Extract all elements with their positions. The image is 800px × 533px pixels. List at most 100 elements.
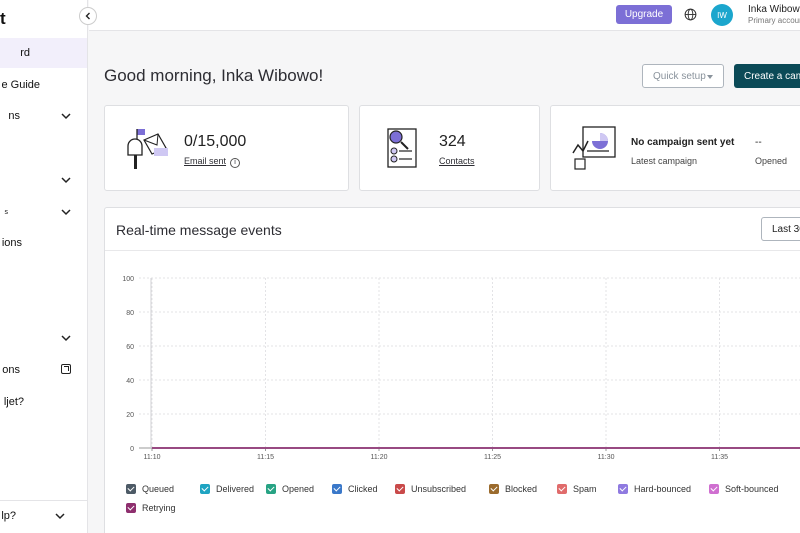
chevron-down-icon <box>61 177 71 184</box>
sidebar-item-label: e Guide <box>1 79 40 91</box>
info-icon[interactable]: i <box>230 158 241 168</box>
sidebar-item-help[interactable]: lp? <box>0 501 87 531</box>
y-tick-label: 80 <box>126 310 134 317</box>
legend-item-soft-bounced[interactable]: Soft-bounced <box>709 484 779 494</box>
checkbox[interactable] <box>126 503 136 513</box>
chevron-down-icon <box>55 513 65 520</box>
divider <box>105 250 800 251</box>
emails-sent-value: 0/15,000 <box>184 133 247 150</box>
time-range-button[interactable]: Last 30 <box>761 217 800 241</box>
checkbox[interactable] <box>200 484 210 494</box>
opened-label: Opened <box>755 156 788 166</box>
x-tick-label: 11:20 <box>371 454 388 461</box>
campaign-subtitle: Latest campaign <box>631 156 698 166</box>
x-tick-label: 11:35 <box>711 454 728 461</box>
legend-label: Retrying <box>142 503 176 513</box>
x-tick-label: 11:15 <box>257 454 274 461</box>
legend-label: Unsubscribed <box>411 484 467 494</box>
sidebar-item-contacts[interactable] <box>0 165 87 195</box>
chevron-down-icon <box>61 209 71 216</box>
y-tick-label: 20 <box>126 412 134 419</box>
legend-label: Hard-bounced <box>634 484 692 494</box>
legend-item-clicked[interactable]: Clicked <box>332 484 378 494</box>
divider <box>0 500 87 501</box>
page-title: Good morning, Inka Wibowo! <box>104 66 324 85</box>
create-campaign-button[interactable]: Create a campaign <box>734 64 800 88</box>
contacts-link[interactable]: Contacts <box>439 156 475 166</box>
legend-item-hard-bounced[interactable]: Hard-bounced <box>618 484 691 494</box>
legend-item-retrying[interactable]: Retrying <box>126 503 176 513</box>
y-tick-label: 40 <box>126 378 134 385</box>
y-tick-label: 0 <box>130 446 134 453</box>
legend-item-opened[interactable]: Opened <box>266 484 314 494</box>
quick-setup-button[interactable]: Quick setup <box>642 64 724 88</box>
sidebar-item-label: lp? <box>1 510 16 522</box>
external-link-icon <box>61 364 71 374</box>
campaign-illustration <box>572 126 616 170</box>
contacts-card: 324 Contacts <box>359 105 540 191</box>
legend-label: Opened <box>282 484 315 494</box>
legend-label: Delivered <box>216 484 255 494</box>
contacts-illustration <box>387 128 417 168</box>
sidebar-item-transactional[interactable]: s <box>0 197 87 227</box>
panel-title: Real-time message events <box>116 222 282 238</box>
sidebar-item-label: ljet? <box>3 396 24 408</box>
legend-item-unsubscribed[interactable]: Unsubscribed <box>395 484 466 494</box>
y-tick-label: 100 <box>122 276 134 283</box>
caret-down-icon <box>707 75 713 79</box>
legend-item-spam[interactable]: Spam <box>557 484 597 494</box>
logo: t <box>0 9 6 28</box>
sidebar-item-integrations[interactable]: ons <box>0 355 87 385</box>
collapse-sidebar-button[interactable] <box>79 7 97 25</box>
globe-icon[interactable] <box>684 8 697 21</box>
legend-item-queued[interactable]: Queued <box>126 484 174 494</box>
contacts-value: 324 <box>439 133 466 150</box>
sidebar-item-label: ns <box>8 110 20 122</box>
checkbox[interactable] <box>618 484 628 494</box>
sidebar-item-settings[interactable] <box>0 323 87 353</box>
sidebar-item-guide[interactable]: e Guide <box>0 70 87 100</box>
sidebar-item-label: rd <box>20 47 30 59</box>
campaign-title: No campaign sent yet <box>631 137 735 148</box>
checkbox[interactable] <box>709 484 719 494</box>
mailbox-illustration <box>127 129 168 169</box>
chevron-down-icon <box>61 113 71 120</box>
latest-campaign-card: No campaign sent yet Latest campaign -- … <box>550 105 800 191</box>
checkbox[interactable] <box>126 484 136 494</box>
sidebar: t rd e Guide ns s ions ons ljet? lp? <box>0 0 88 533</box>
checkbox[interactable] <box>489 484 499 494</box>
checkbox[interactable] <box>557 484 567 494</box>
x-tick-label: 11:30 <box>598 454 615 461</box>
legend-label: Blocked <box>505 484 538 494</box>
checkbox[interactable] <box>332 484 342 494</box>
emails-sent-link[interactable]: Email sent i <box>184 156 241 168</box>
x-tick-label: 11:10 <box>144 454 161 461</box>
checkbox[interactable] <box>395 484 405 494</box>
legend-item-delivered[interactable]: Delivered <box>200 484 254 494</box>
user-name[interactable]: Inka Wibowo <box>748 4 800 15</box>
checkbox[interactable] <box>266 484 276 494</box>
sidebar-item-whats-new[interactable]: ljet? <box>0 387 87 417</box>
chevron-down-icon <box>61 335 71 342</box>
legend-item-blocked[interactable]: Blocked <box>489 484 537 494</box>
legend-label: Clicked <box>348 484 378 494</box>
legend-label: Spam <box>573 484 597 494</box>
sidebar-item-label: ons <box>2 364 20 376</box>
opened-value: -- <box>755 137 762 148</box>
legend-label: Queued <box>142 484 175 494</box>
events-chart: 0 20 40 60 80 100 11:10 11:15 11:20 11:25 11:30 11:… <box>122 276 800 461</box>
avatar[interactable]: IW <box>711 4 733 26</box>
y-tick-label: 60 <box>126 344 134 351</box>
sidebar-item-dashboard[interactable]: rd <box>0 38 87 68</box>
sidebar-item-label: ions <box>1 237 22 249</box>
upgrade-button[interactable]: Upgrade <box>616 5 672 24</box>
emails-sent-card: 0/15,000 Email sent i <box>104 105 349 191</box>
x-tick-label: 11:25 <box>484 454 501 461</box>
top-bar: Upgrade IW Inka Wibowo Primary account <box>89 0 800 31</box>
sidebar-item-campaigns[interactable]: ns <box>0 101 87 131</box>
user-role: Primary account <box>748 16 800 25</box>
legend-label: Soft-bounced <box>725 484 779 494</box>
sidebar-item-label: s <box>4 208 9 216</box>
sidebar-item-automations[interactable]: ions <box>0 228 87 258</box>
chevron-left-icon <box>85 12 90 20</box>
